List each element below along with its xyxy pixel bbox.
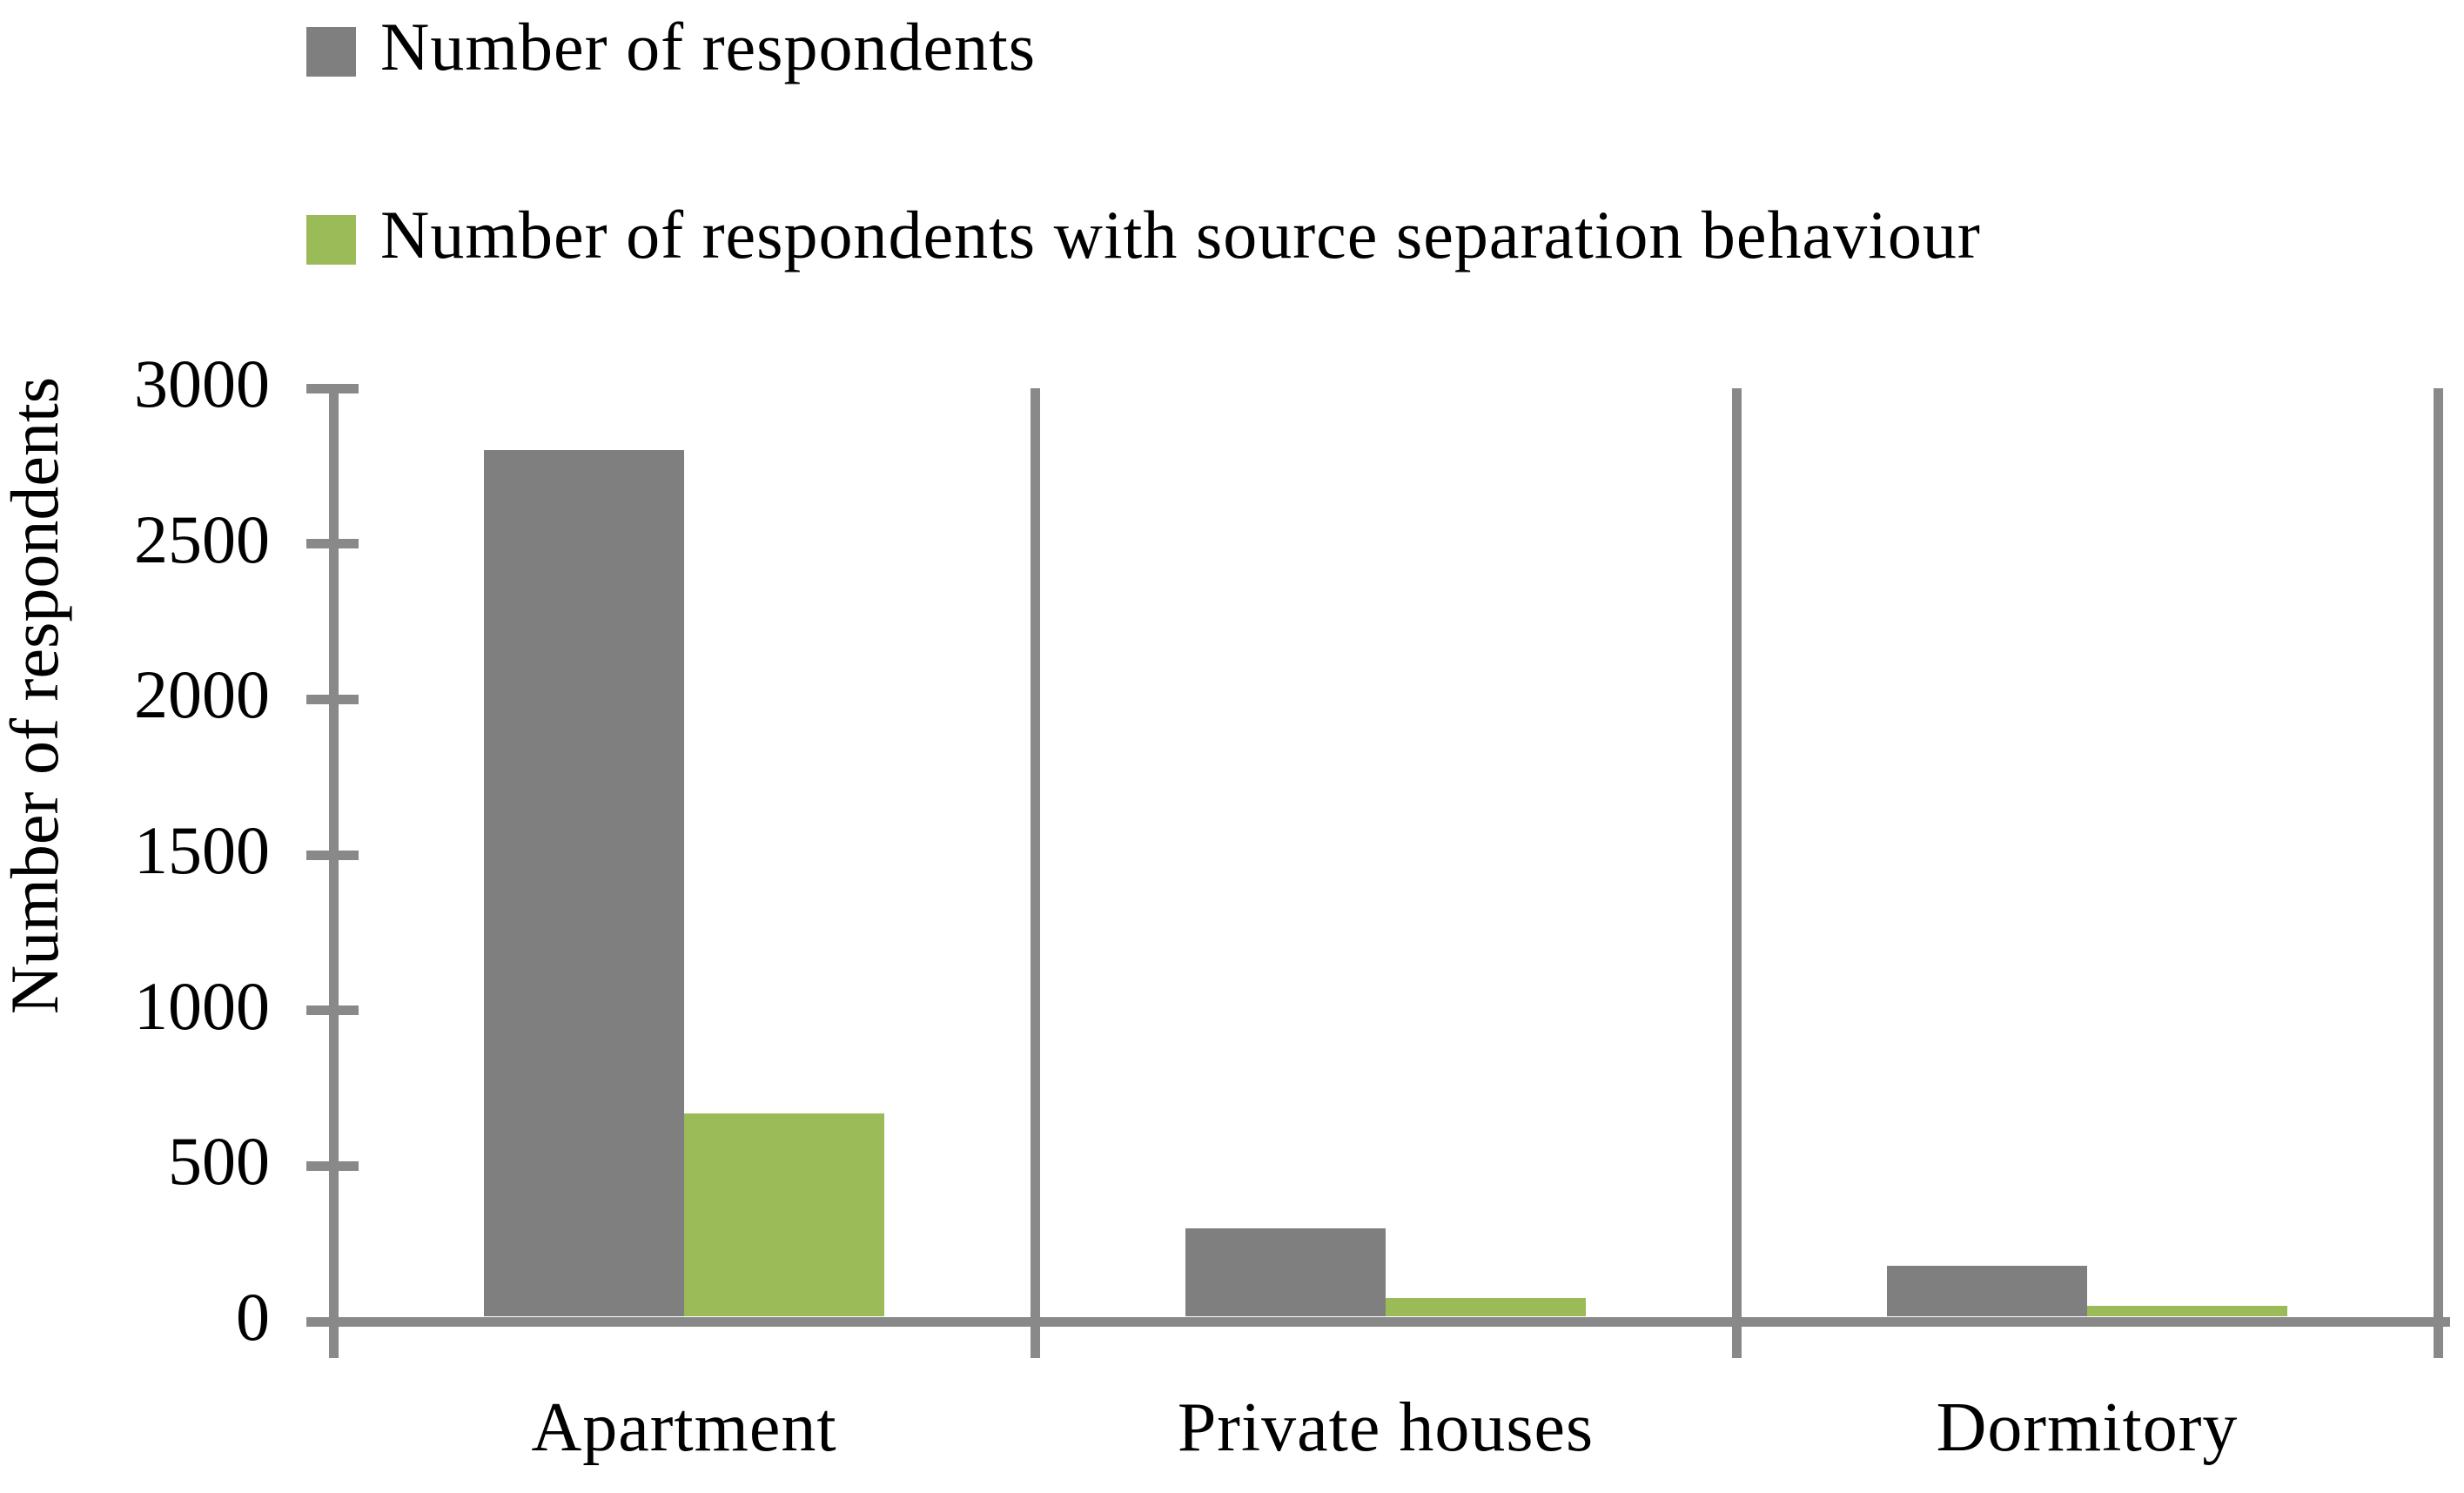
y-axis-tick	[306, 1005, 359, 1016]
category-divider-line	[1030, 388, 1040, 1358]
y-axis-title: Number of respondents	[0, 376, 72, 1015]
x-axis-line	[306, 1316, 2450, 1327]
bar-source-separation-apartment	[684, 1113, 884, 1316]
legend-label-respondents: Number of respondents	[380, 9, 1037, 84]
category-label-dormitory: Dormitory	[1936, 1389, 2239, 1466]
y-tick-label: 500	[168, 1123, 270, 1200]
bar-source-separation-private-houses	[1386, 1298, 1586, 1316]
y-tick-label: 3000	[134, 346, 270, 421]
y-axis-tick	[306, 539, 359, 549]
y-tick-label: 1000	[134, 967, 270, 1044]
y-axis-tick	[306, 850, 359, 860]
plot-right-border	[2433, 388, 2443, 1358]
bar-source-separation-dormitory	[2087, 1306, 2287, 1316]
category-label-apartment: Apartment	[531, 1389, 837, 1466]
bar-respondents-private-houses	[1185, 1227, 1386, 1316]
y-axis-tick	[306, 383, 359, 393]
y-axis-tick	[306, 1316, 359, 1327]
y-tick-label: 0	[236, 1279, 270, 1355]
y-tick-label: 2500	[134, 501, 270, 577]
category-divider-line	[1731, 388, 1742, 1358]
category-label-private-houses: Private houses	[1177, 1389, 1595, 1466]
y-tick-label: 2000	[134, 656, 270, 733]
y-axis-tick	[306, 694, 359, 704]
bar-respondents-apartment	[484, 450, 684, 1316]
legend-label-source-separation: Number of respondents with source separa…	[380, 197, 1981, 272]
bar-respondents-dormitory	[1887, 1265, 2087, 1316]
legend-swatch-respondents	[306, 27, 356, 77]
y-tick-label: 1500	[134, 812, 270, 888]
y-axis-tick	[306, 1160, 359, 1171]
legend-swatch-source-separation	[306, 215, 356, 265]
y-axis-line	[328, 388, 339, 1358]
